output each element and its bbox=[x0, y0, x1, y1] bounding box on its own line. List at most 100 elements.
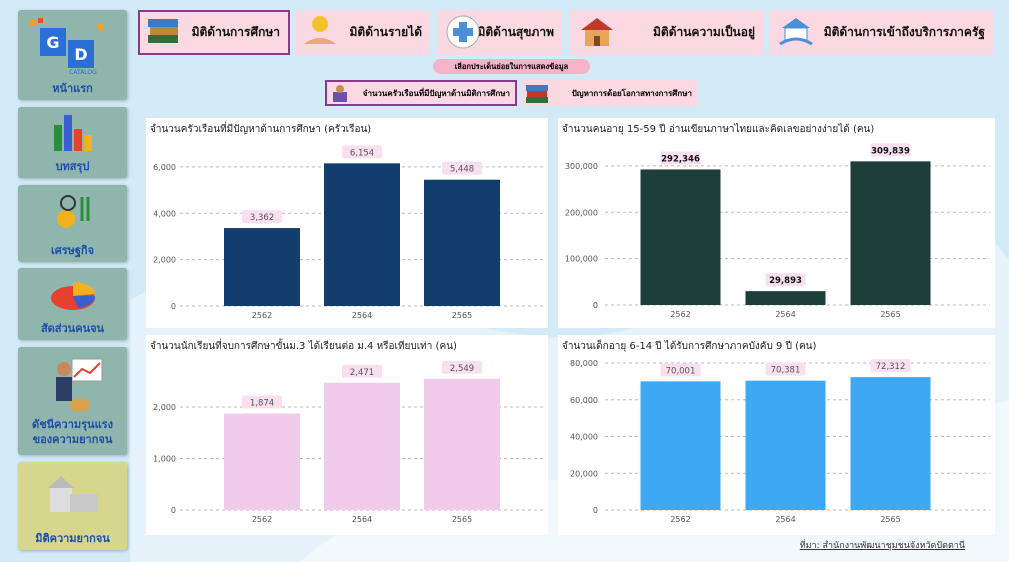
icon bbox=[54, 115, 92, 151]
bar bbox=[850, 161, 931, 305]
y-tick-label: 200,000 bbox=[565, 208, 598, 217]
nav-label: มิติความยากจน bbox=[35, 532, 110, 545]
x-tick-label: 2565 bbox=[880, 515, 900, 524]
value-label-bg bbox=[765, 273, 806, 287]
y-tick-label: 300,000 bbox=[565, 162, 598, 171]
tab-label: มิติด้านสุขภาพ bbox=[477, 25, 554, 39]
bar bbox=[224, 413, 300, 510]
chart-panel: จำนวนเด็กอายุ 6-14 ปี ได้รับการศึกษาภาคบ… bbox=[558, 335, 995, 535]
value-label: 5,448 bbox=[450, 165, 474, 175]
subtab[interactable]: จำนวนครัวเรือนที่มีปัญหาด้านมิติการศึกษา bbox=[325, 80, 517, 106]
value-label: 292,346 bbox=[661, 154, 700, 164]
tab-label: มิติด้านรายได้ bbox=[349, 25, 422, 39]
subtab-label: จำนวนครัวเรือนที่มีปัญหาด้านมิติการศึกษา bbox=[362, 88, 510, 98]
y-tick-label: 0 bbox=[593, 506, 598, 515]
chart: จำนวนครัวเรือนที่มีปัญหาด้านการศึกษา (คร… bbox=[150, 121, 545, 320]
logo-g: G bbox=[46, 33, 59, 52]
tab-label: มิติด้านการศึกษา bbox=[191, 25, 280, 39]
chart-title: จำนวนครัวเรือนที่มีปัญหาด้านการศึกษา (คร… bbox=[150, 121, 371, 135]
chart: จำนวนเด็กอายุ 6-14 ปี ได้รับการศึกษาภาคบ… bbox=[562, 338, 990, 524]
icon bbox=[333, 85, 347, 102]
value-label-bg bbox=[242, 395, 282, 409]
logo-catalog: CATALOG bbox=[69, 69, 97, 76]
nav-label: บทสรุป bbox=[55, 160, 90, 173]
nav-label: หน้าแรก bbox=[52, 82, 93, 95]
value-label: 2,549 bbox=[450, 364, 474, 374]
tab[interactable]: มิติด้านสุขภาพ bbox=[437, 10, 562, 55]
x-tick-label: 2564 bbox=[775, 310, 795, 319]
y-tick-label: 40,000 bbox=[570, 433, 598, 442]
icon bbox=[581, 18, 613, 46]
bar bbox=[640, 381, 721, 510]
value-label: 6,154 bbox=[350, 148, 374, 158]
source: ที่มา: สำนักงานพัฒนาชุมชนจังหวัดปัตตานี bbox=[799, 541, 965, 551]
value-label: 29,893 bbox=[769, 276, 802, 286]
value-label-bg bbox=[442, 161, 482, 175]
y-tick-label: 1,000 bbox=[153, 455, 176, 464]
x-tick-label: 2564 bbox=[352, 515, 372, 524]
tab-label: มิติด้านความเป็นอยู่ bbox=[652, 25, 755, 39]
bar bbox=[424, 179, 500, 306]
y-tick-label: 60,000 bbox=[570, 396, 598, 405]
tab-label: มิติด้านการเข้าถึงบริการภาครัฐ bbox=[823, 25, 985, 39]
value-label: 72,312 bbox=[876, 362, 906, 372]
nav-label: สัดส่วนคนจน bbox=[40, 322, 105, 335]
x-tick-label: 2562 bbox=[670, 515, 690, 524]
bar bbox=[224, 228, 300, 306]
subtab-label: ปัญหาการด้อยโอกาสทางการศึกษา bbox=[571, 88, 692, 98]
chart-panel: จำนวนนักเรียนที่จบการศึกษาขั้นม.3 ได้เรี… bbox=[146, 335, 548, 535]
nav-poor-ratio[interactable]: สัดส่วนคนจน bbox=[18, 268, 127, 340]
y-tick-label: 80,000 bbox=[570, 359, 598, 368]
chart-panel: จำนวนครัวเรือนที่มีปัญหาด้านการศึกษา (คร… bbox=[146, 118, 548, 328]
nav-home[interactable]: G D CATALOG หน้าแรก bbox=[18, 10, 127, 100]
chart: จำนวนคนอายุ 15-59 ปี อ่านเขียนภาษาไทยและ… bbox=[562, 123, 990, 319]
value-label-bg bbox=[660, 363, 701, 377]
chart-title: จำนวนนักเรียนที่จบการศึกษาขั้นม.3 ได้เรี… bbox=[150, 338, 457, 352]
x-tick-label: 2565 bbox=[880, 310, 900, 319]
icon bbox=[148, 19, 178, 43]
logo: G D CATALOG bbox=[30, 18, 104, 76]
icon bbox=[779, 18, 813, 46]
chart-title: จำนวนคนอายุ 15-59 ปี อ่านเขียนภาษาไทยและ… bbox=[562, 123, 874, 135]
y-tick-label: 2,000 bbox=[153, 256, 176, 265]
x-tick-label: 2564 bbox=[352, 311, 372, 320]
bar bbox=[745, 380, 826, 510]
bar bbox=[850, 377, 931, 510]
tab[interactable]: มิติด้านรายได้ bbox=[296, 10, 430, 55]
chart: จำนวนนักเรียนที่จบการศึกษาขั้นม.3 ได้เรี… bbox=[150, 338, 545, 524]
x-tick-label: 2562 bbox=[670, 310, 690, 319]
icon bbox=[446, 15, 480, 49]
tab[interactable]: มิติด้านการเข้าถึงบริการภาครัฐ bbox=[770, 10, 993, 55]
value-label-bg bbox=[242, 210, 282, 224]
icon bbox=[48, 476, 98, 512]
subtitle: เลือกประเด็นย่อยในการแสดงข้อมูล bbox=[433, 59, 590, 74]
nav-summary[interactable]: บทสรุป bbox=[18, 107, 127, 178]
y-tick-label: 100,000 bbox=[565, 255, 598, 264]
nav-severity[interactable]: ดัชนีความรุนแรง ของความยากจน bbox=[18, 347, 127, 455]
bar bbox=[324, 382, 400, 510]
value-label-bg bbox=[765, 362, 806, 376]
value-label-bg bbox=[342, 364, 382, 378]
icon bbox=[51, 282, 96, 310]
subtab[interactable]: ปัญหาการด้อยโอกาสทางการศึกษา bbox=[522, 80, 697, 106]
value-label-bg bbox=[342, 145, 382, 159]
icon bbox=[57, 195, 90, 228]
value-label-bg bbox=[870, 359, 911, 373]
y-tick-label: 20,000 bbox=[570, 469, 598, 478]
value-label: 70,381 bbox=[771, 366, 801, 376]
chart-panel: จำนวนคนอายุ 15-59 ปี อ่านเขียนภาษาไทยและ… bbox=[558, 118, 995, 328]
value-label-bg bbox=[870, 143, 911, 157]
y-tick-label: 6,000 bbox=[153, 163, 176, 172]
x-tick-label: 2562 bbox=[252, 515, 272, 524]
value-label: 1,874 bbox=[250, 399, 274, 409]
nav-economy[interactable]: เศรษฐกิจ bbox=[18, 185, 127, 262]
nav-poverty-dimension[interactable]: มิติความยากจน bbox=[18, 462, 127, 550]
x-tick-label: 2565 bbox=[452, 515, 472, 524]
tab[interactable]: มิติด้านการศึกษา bbox=[138, 10, 290, 55]
y-tick-label: 4,000 bbox=[153, 209, 176, 218]
value-label: 309,839 bbox=[871, 146, 910, 156]
value-label: 2,471 bbox=[350, 368, 374, 378]
x-tick-label: 2562 bbox=[252, 311, 272, 320]
tab[interactable]: มิติด้านความเป็นอยู่ bbox=[569, 10, 763, 55]
y-tick-label: 0 bbox=[593, 301, 598, 310]
